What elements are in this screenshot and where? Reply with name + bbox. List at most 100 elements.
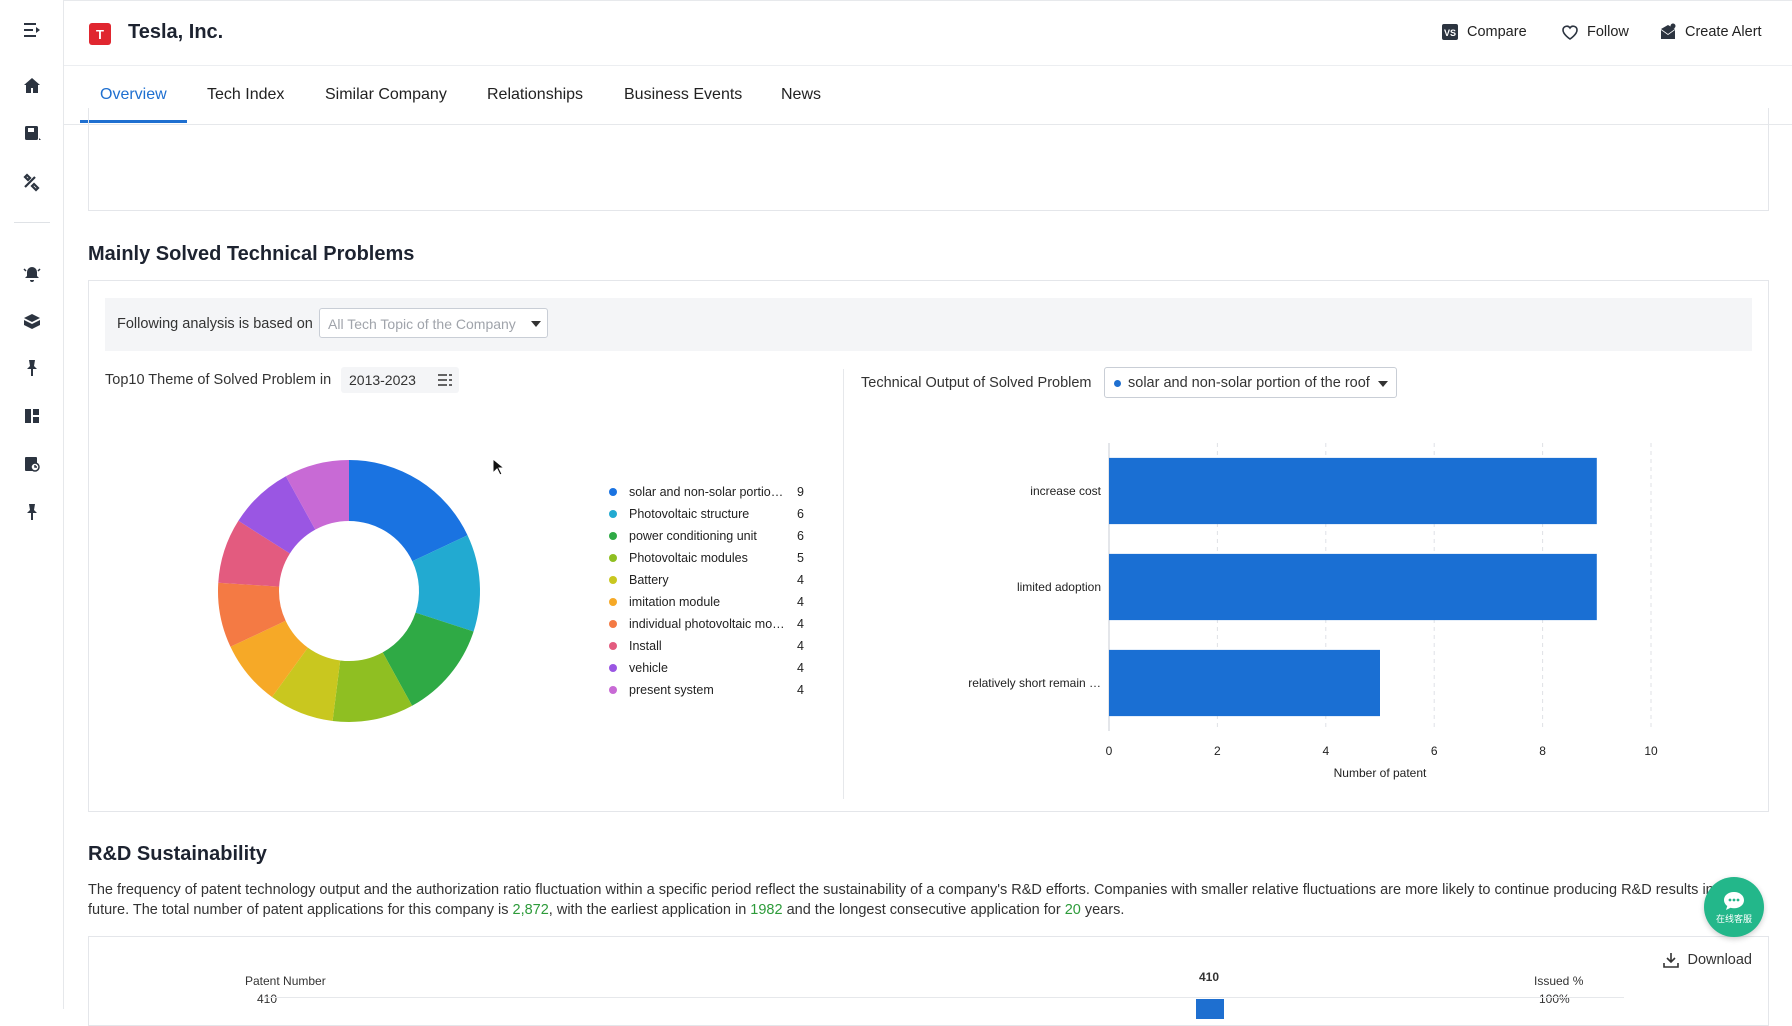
rd-desc-text-2: , with the earliest application in [548, 902, 751, 918]
legend-item[interactable]: Install 4 [609, 637, 809, 659]
filter-label: Following analysis is based on [117, 316, 313, 332]
consecutive-years-value: 20 [1064, 902, 1081, 918]
donut-slice-6[interactable] [218, 582, 286, 647]
pin-icon[interactable] [14, 494, 50, 530]
x-tick-label: 0 [1106, 744, 1113, 758]
active-tab-indicator [80, 120, 187, 123]
year-range-value: 2013-2023 [349, 372, 416, 388]
solved-problem-topic-select[interactable]: solar and non-solar portion of the roof [1104, 367, 1397, 398]
create-alert-label: Create Alert [1685, 24, 1762, 40]
bar-0[interactable] [1109, 457, 1597, 525]
follow-button[interactable]: Follow [1561, 23, 1629, 41]
dashboard-icon[interactable] [14, 398, 50, 434]
create-alert-button[interactable]: Create Alert [1659, 23, 1762, 41]
left-axis-tick: 410 [257, 992, 278, 1006]
section-title-rd: R&D Sustainability [88, 843, 267, 865]
pie-title: Top10 Theme of Solved Problem in [105, 372, 332, 388]
legend-color-dot [609, 620, 617, 628]
legend-label: Photovoltaic modules [629, 551, 748, 565]
legend-value: 4 [797, 595, 804, 609]
tools-icon[interactable] [14, 164, 50, 200]
donut-slice-4[interactable] [272, 647, 341, 721]
svg-text:VS: VS [1444, 28, 1456, 38]
y-category-label: increase cost [1030, 484, 1101, 498]
year-range-picker[interactable]: 2013-2023 [341, 367, 459, 393]
topic-selected-value: solar and non-solar portion of the roof [1128, 375, 1370, 391]
legend-label: solar and non-solar portion… [629, 485, 789, 499]
donut-legend: solar and non-solar portion… 9 Photovoltai… [609, 483, 809, 703]
tab-tech-index[interactable]: Tech Index [207, 86, 285, 103]
right-axis-tick: 100% [1539, 992, 1570, 1006]
donut-slice-9[interactable] [285, 460, 349, 530]
legend-item[interactable]: solar and non-solar portion… 9 [609, 483, 809, 505]
package-icon[interactable] [14, 304, 50, 340]
y-category-label: relatively short remain … [968, 676, 1101, 690]
legend-item[interactable]: individual photovoltaic mod… 4 [609, 615, 809, 637]
x-tick-label: 4 [1322, 744, 1329, 758]
compare-icon: VS [1442, 24, 1458, 40]
rd-desc-text-1: The frequency of patent technology outpu… [88, 882, 1738, 918]
donut-slice-2[interactable] [382, 612, 474, 706]
legend-value: 4 [797, 639, 804, 653]
x-axis-title: Number of patent [1334, 766, 1427, 780]
tab-overview[interactable]: Overview [100, 86, 167, 103]
legend-item[interactable]: power conditioning unit 6 [609, 527, 809, 549]
x-tick-label: 6 [1431, 744, 1438, 758]
donut-slice-1[interactable] [412, 535, 480, 632]
legend-item[interactable]: imitation module 4 [609, 593, 809, 615]
legend-item[interactable]: Battery 4 [609, 571, 809, 593]
compare-button[interactable]: VS Compare [1441, 23, 1527, 41]
right-axis-title: Issued % [1534, 974, 1584, 988]
rd-desc-text-4: years. [1080, 902, 1125, 918]
pin-icon[interactable] [14, 350, 50, 386]
legend-value: 5 [797, 551, 804, 565]
legend-label: power conditioning unit [629, 529, 757, 543]
legend-item[interactable]: present system 4 [609, 681, 809, 703]
total-patents-value: 2,872 [512, 902, 549, 918]
tech-topic-placeholder: All Tech Topic of the Company [328, 316, 516, 332]
legend-color-dot [609, 510, 617, 518]
report-icon[interactable] [14, 446, 50, 482]
download-icon [1662, 953, 1679, 968]
legend-item[interactable]: Photovoltaic modules 5 [609, 549, 809, 571]
tab-news[interactable]: News [781, 86, 822, 103]
home-icon[interactable] [14, 68, 50, 104]
donut-chart [218, 460, 480, 722]
menu-collapse-icon[interactable] [14, 12, 50, 48]
mouse-cursor-icon [492, 458, 504, 476]
donut-slice-5[interactable] [230, 620, 308, 697]
download-button[interactable]: Download [1662, 951, 1752, 969]
donut-slice-0[interactable] [349, 460, 468, 562]
legend-value: 4 [797, 573, 804, 587]
legend-color-dot [609, 532, 617, 540]
bar-1[interactable] [1109, 553, 1597, 621]
horizontal-bar-chart: 0 2 4 6 8 10 increase cost limited adoption rela… [968, 443, 1658, 780]
book-icon[interactable] [14, 115, 50, 151]
legend-color-dot [609, 686, 617, 694]
legend-label: imitation module [629, 595, 721, 609]
left-axis-title: Patent Number [245, 974, 326, 988]
tech-topic-select[interactable]: All Tech Topic of the Company [319, 308, 548, 338]
legend-item[interactable]: vehicle 4 [609, 659, 809, 681]
donut-slice-8[interactable] [238, 476, 316, 554]
previous-section-card [88, 108, 1769, 211]
tab-bar: Overview Tech Index Similar Company Rela… [64, 66, 1792, 125]
legend-label: vehicle [629, 661, 668, 675]
donut-slice-3[interactable] [332, 652, 413, 722]
legend-item[interactable]: Photovoltaic structure 6 [609, 505, 809, 527]
peak-bar [1196, 999, 1224, 1019]
tab-business-events[interactable]: Business Events [624, 86, 743, 103]
x-tick-label: 2 [1214, 744, 1221, 758]
donut-slice-7[interactable] [218, 520, 290, 587]
chevron-down-icon [1378, 381, 1388, 387]
alert-bell-icon[interactable] [14, 256, 50, 292]
chevron-down-icon [531, 321, 541, 327]
tab-relationships[interactable]: Relationships [487, 86, 584, 103]
online-support-button[interactable]: 在线客服 [1704, 877, 1764, 937]
tab-similar-company[interactable]: Similar Company [325, 86, 447, 103]
bar-2[interactable] [1109, 649, 1380, 717]
topic-color-dot [1114, 380, 1121, 387]
legend-color-dot [609, 488, 617, 496]
rd-desc-text-3: and the longest consecutive application … [782, 902, 1065, 918]
peak-value-label: 410 [1199, 970, 1220, 984]
